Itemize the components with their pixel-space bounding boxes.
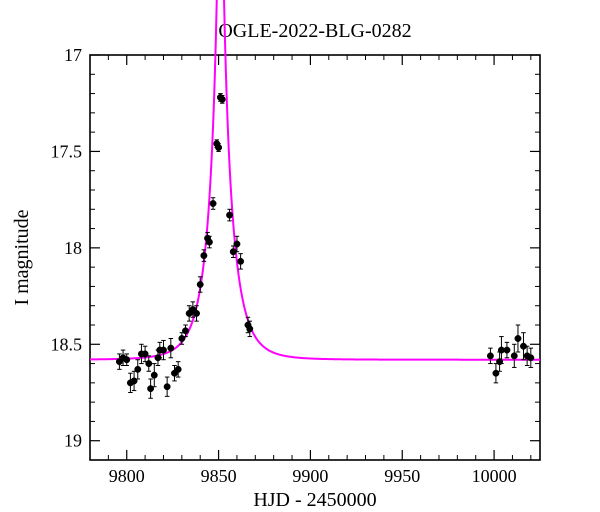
y-axis-label: I magnitude bbox=[11, 209, 33, 305]
y-tick-labels: 17 17.5 18 18.5 19 bbox=[51, 45, 83, 451]
svg-text:9800: 9800 bbox=[109, 466, 145, 486]
x-axis-label: HJD - 2450000 bbox=[253, 489, 376, 511]
model-curve bbox=[90, 0, 540, 360]
ticks bbox=[90, 55, 540, 460]
x-tick-labels: 9800 9850 9900 9950 10000 bbox=[109, 466, 517, 486]
svg-text:18: 18 bbox=[64, 238, 82, 258]
svg-text:10000: 10000 bbox=[472, 466, 517, 486]
lightcurve-chart: OGLE-2022-BLG-0282 HJD - 2450000 I magni… bbox=[0, 0, 600, 512]
svg-text:9950: 9950 bbox=[384, 466, 420, 486]
axes-box bbox=[90, 55, 540, 460]
chart-title: OGLE-2022-BLG-0282 bbox=[218, 20, 411, 42]
svg-text:19: 19 bbox=[64, 431, 82, 451]
svg-text:18.5: 18.5 bbox=[51, 334, 83, 354]
svg-text:9850: 9850 bbox=[201, 466, 237, 486]
svg-text:17.5: 17.5 bbox=[51, 141, 83, 161]
chart-root: OGLE-2022-BLG-0282 HJD - 2450000 I magni… bbox=[0, 0, 600, 512]
data-points bbox=[116, 94, 534, 399]
svg-text:9900: 9900 bbox=[292, 466, 328, 486]
svg-text:17: 17 bbox=[64, 45, 82, 65]
